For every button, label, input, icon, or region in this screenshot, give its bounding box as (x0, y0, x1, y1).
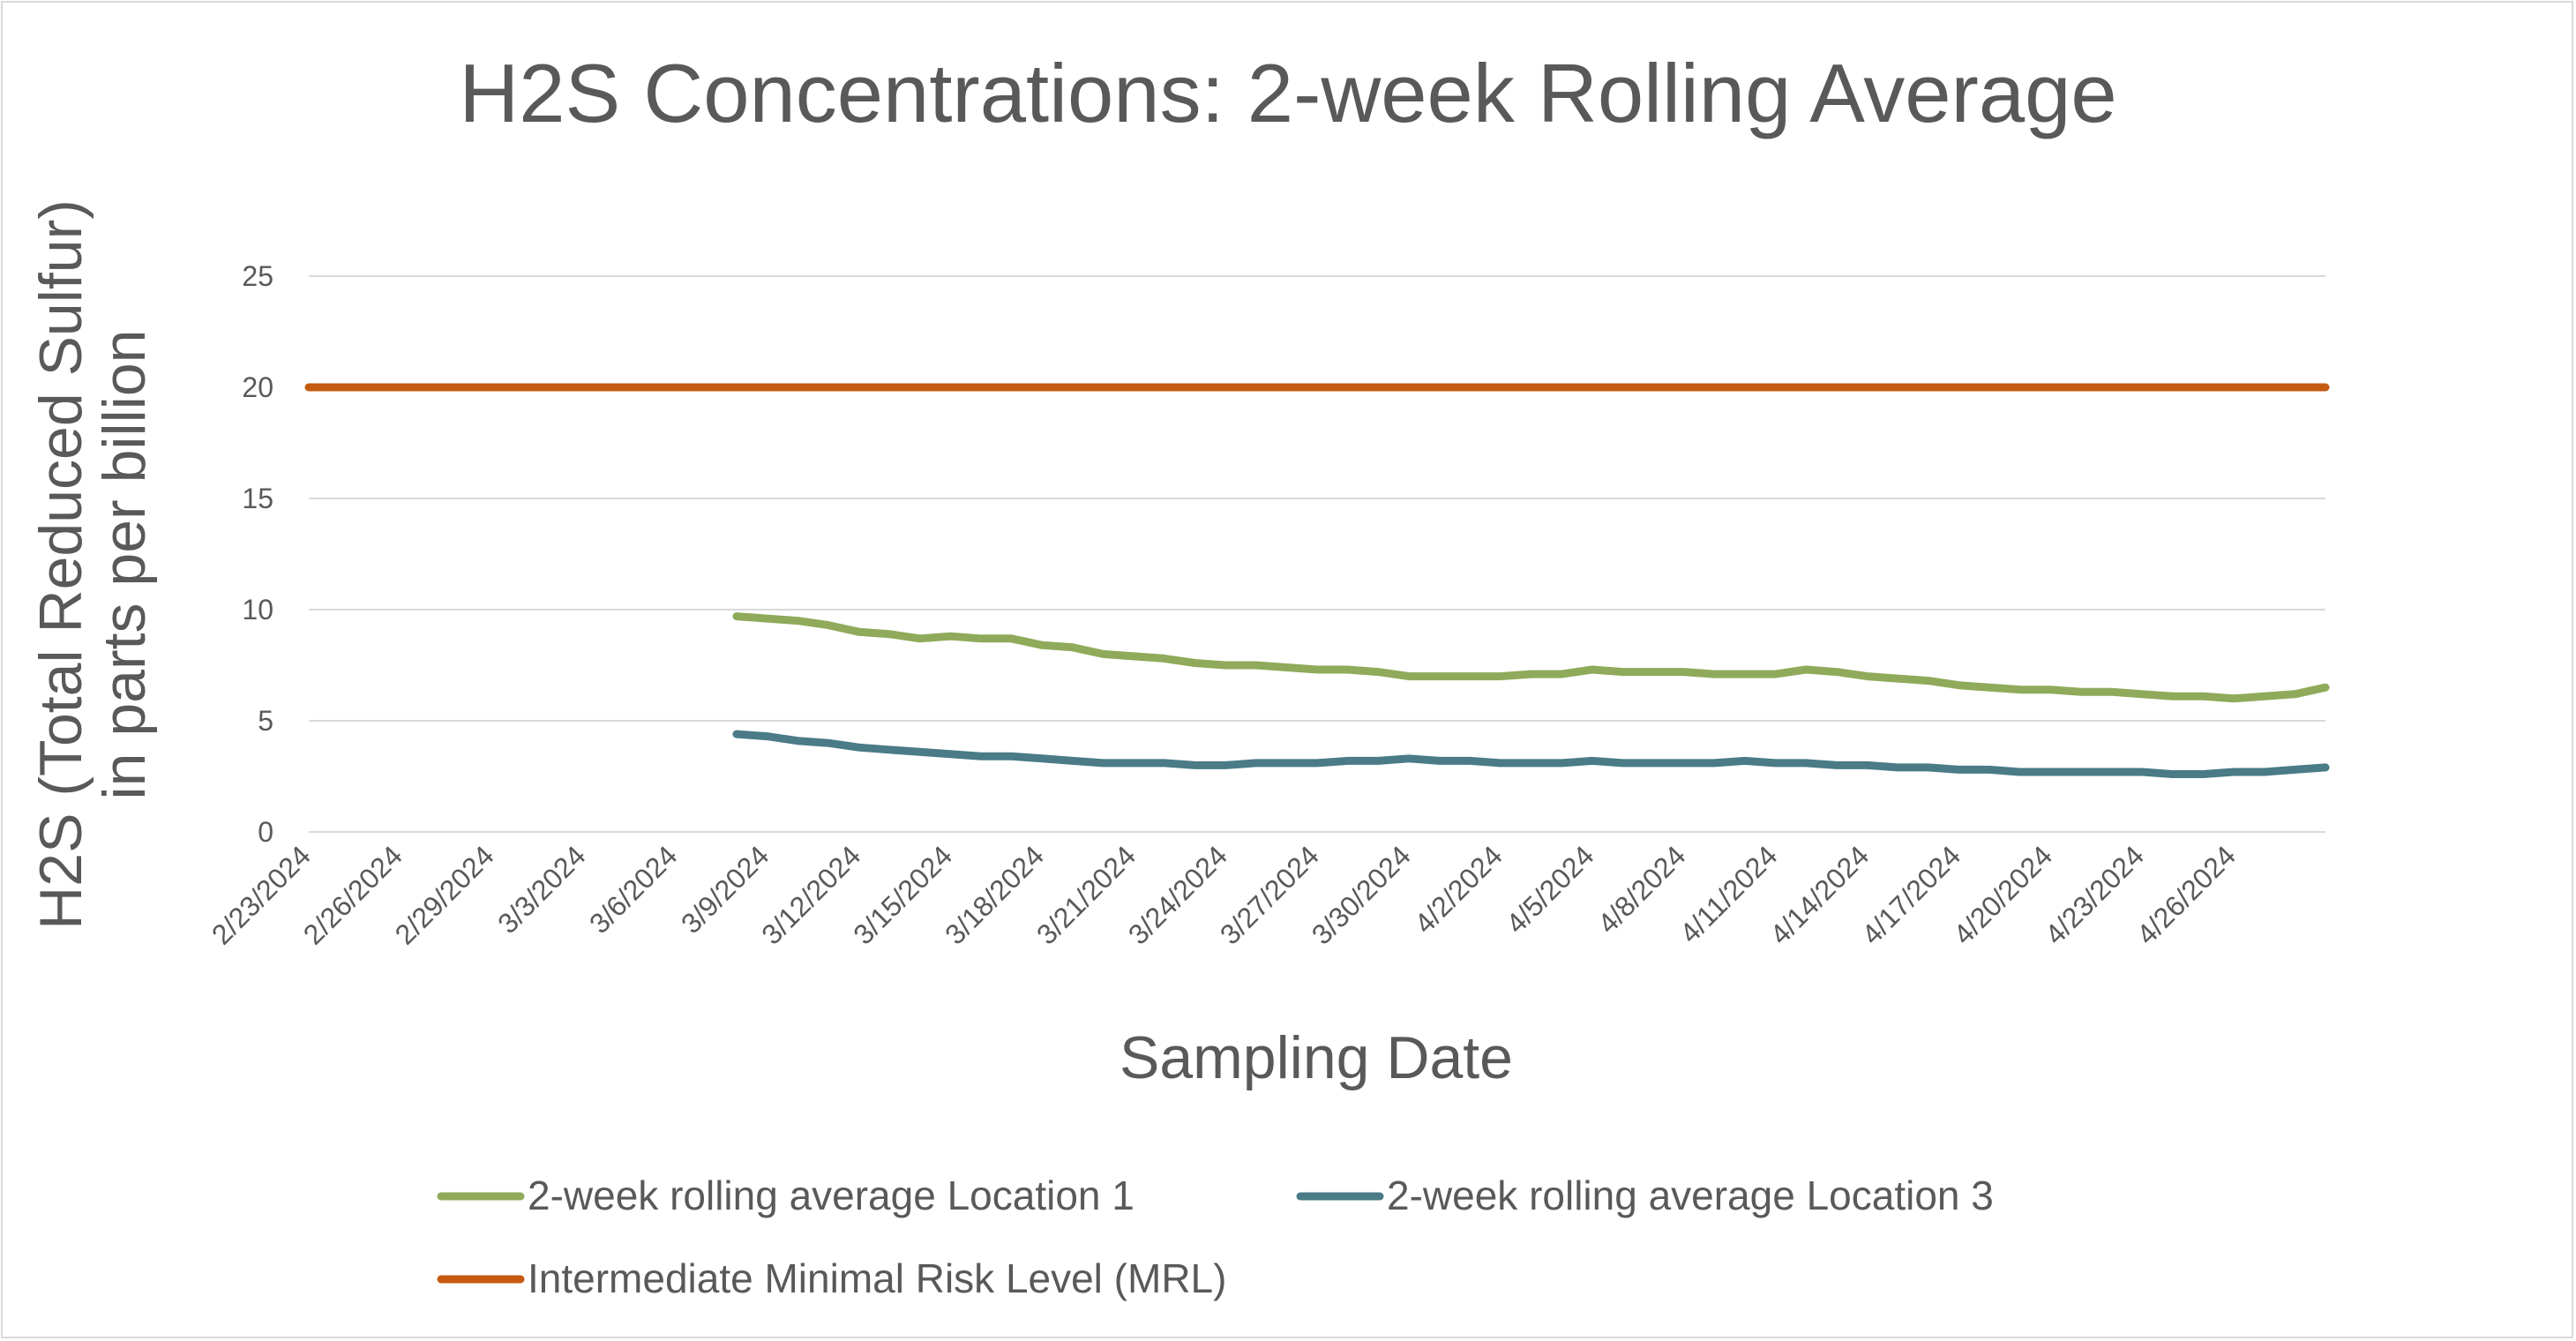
chart-title: H2S Concentrations: 2-week Rolling Avera… (459, 47, 2116, 139)
y-axis-title-line-1: H2S (Total Reduced Sulfur) (27, 199, 94, 930)
y-axis-title: H2S (Total Reduced Sulfur) in parts per … (27, 199, 158, 930)
x-tick-label: 4/5/2024 (1500, 839, 1600, 940)
x-tick-label: 3/21/2024 (1030, 839, 1142, 950)
x-tick-label: 4/20/2024 (1947, 839, 2058, 950)
series-line-location-1 (732, 612, 2330, 703)
y-tick-labels: 0 5 10 15 20 25 (242, 260, 273, 848)
y-tick-label: 15 (242, 483, 273, 514)
x-tick-label: 2/23/2024 (206, 839, 317, 950)
x-tick-label: 4/14/2024 (1764, 839, 1875, 950)
x-tick-label: 3/30/2024 (1306, 839, 1417, 950)
y-tick-label: 25 (242, 260, 273, 292)
series-lines (304, 383, 2330, 778)
x-tick-label: 4/11/2024 (1674, 839, 1783, 948)
x-axis-title: Sampling Date (1120, 1024, 1513, 1091)
legend-label-mrl: Intermediate Minimal Risk Level (MRL) (528, 1255, 1226, 1301)
y-tick-label: 0 (258, 816, 273, 848)
legend-item-mrl: Intermediate Minimal Risk Level (MRL) (437, 1255, 1226, 1301)
legend: 2-week rolling average Location 1 2-week… (437, 1172, 1994, 1301)
x-tick-labels: 2/23/20242/26/20242/29/20243/3/20243/6/2… (206, 839, 2242, 950)
x-tick-label: 3/27/2024 (1214, 839, 1325, 950)
legend-item-location-3: 2-week rolling average Location 3 (1296, 1172, 1994, 1218)
y-axis-title-line-2: in parts per billion (91, 330, 158, 800)
x-tick-label: 3/6/2024 (583, 839, 684, 940)
x-tick-label: 4/2/2024 (1408, 839, 1509, 940)
x-tick-label: 3/3/2024 (491, 839, 592, 940)
x-tick-label: 2/29/2024 (389, 839, 500, 950)
x-tick-label: 3/12/2024 (755, 839, 866, 950)
x-tick-label: 3/24/2024 (1122, 839, 1233, 950)
gridlines (309, 275, 2325, 833)
x-tick-label: 4/23/2024 (2039, 839, 2150, 950)
legend-label-location-3: 2-week rolling average Location 3 (1387, 1172, 1994, 1218)
x-tick-label: 4/26/2024 (2130, 839, 2242, 950)
series-line-location-3 (732, 730, 2330, 778)
y-tick-label: 10 (242, 594, 273, 626)
x-tick-label: 3/15/2024 (847, 839, 958, 950)
legend-item-location-1: 2-week rolling average Location 1 (437, 1172, 1134, 1218)
y-tick-label: 5 (258, 705, 273, 737)
legend-label-location-1: 2-week rolling average Location 1 (528, 1172, 1134, 1218)
x-tick-label: 3/18/2024 (939, 839, 1050, 950)
x-tick-label: 2/26/2024 (297, 839, 408, 950)
y-tick-label: 20 (242, 371, 273, 403)
x-tick-label: 4/17/2024 (1855, 839, 1966, 950)
